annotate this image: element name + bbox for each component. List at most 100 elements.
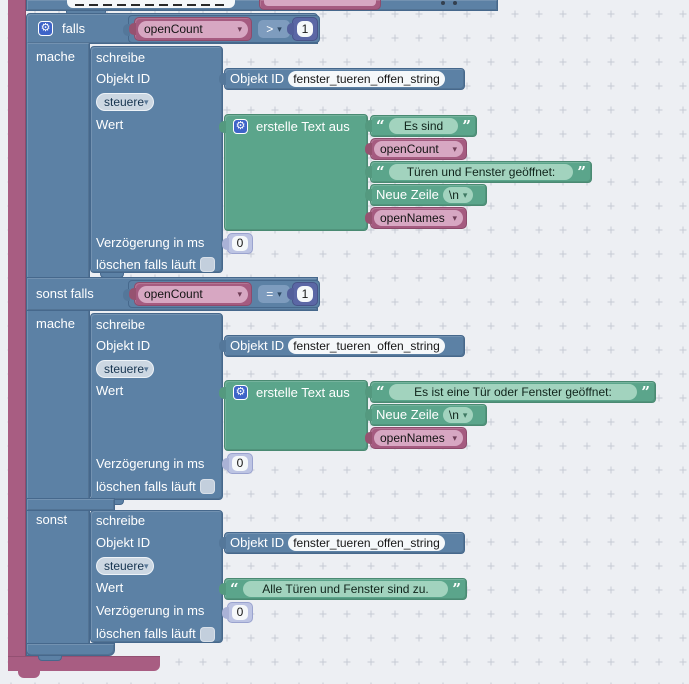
delay-label-3: Verzögerung in ms [96,603,205,618]
schreibe-title-2: schreibe [96,317,146,332]
variable-dropdown[interactable]: openCount ▾ [374,141,463,157]
close-quote-icon: ” [452,579,461,598]
schreibe-title-3: schreibe [96,513,146,528]
variable-block-opennames[interactable]: openNames ▾ [365,207,467,229]
connector-tab [219,537,226,549]
objekt-id-block-label: Objekt ID [230,338,285,353]
dropdown-arrow-icon: ▾ [452,212,457,223]
if-block-spine[interactable] [26,43,90,656]
connector-tab [365,166,372,178]
erstelle-text-block-1[interactable] [219,114,368,231]
variable-dropdown[interactable]: openNames ▾ [374,210,463,226]
close-quote-icon: ” [577,162,586,181]
dropdown-arrow-icon: ▾ [277,23,282,34]
objekt-id-block-label: Objekt ID [230,71,285,86]
newline-block[interactable]: Neue Zeile \n ▾ [365,184,487,206]
operator-dropdown-1[interactable]: > ▾ [258,20,290,38]
if-falls-label: falls [62,21,86,36]
newline-dropdown[interactable]: \n ▾ [442,187,474,203]
connector-tab [219,340,226,352]
wert-label-3: Wert [96,580,124,595]
if-block-sonst-bar[interactable] [26,498,115,511]
number-field[interactable]: 1 [297,286,313,302]
delay-field[interactable]: 0 [232,456,248,471]
cutoff-variable-block[interactable] [259,0,381,10]
wrapper-block-left-bar[interactable] [8,0,26,671]
text-field[interactable]: Es ist eine Tür oder Fenster geöffnet: [388,384,638,400]
connector-tab [219,121,226,133]
variable-block-opencount[interactable]: openCount ▾ [129,17,252,41]
connector-tab [219,583,226,595]
newline-label: Neue Zeile [376,187,439,202]
schreibe-block-3[interactable] [90,510,223,643]
delay-shadow-block-3[interactable]: 0 [222,602,253,623]
delay-shadow-block-1[interactable]: 0 [222,233,253,254]
clear-running-checkbox-2[interactable] [200,479,215,494]
variable-name: openNames [380,211,445,225]
delay-field[interactable]: 0 [232,605,248,620]
schreibe-block-2[interactable] [90,313,223,500]
cutoff-text-field[interactable] [67,0,235,8]
objekt-id-block-3[interactable]: Objekt ID fenster_tueren_offen_string [219,532,465,554]
gear-icon[interactable]: ⚙ [233,385,248,400]
text-field[interactable]: Es sind [388,118,459,134]
dropdown-arrow-icon: ▾ [452,432,457,443]
dropdown-arrow-icon: ▾ [237,23,242,34]
schreibe-title-1: schreibe [96,50,146,65]
text-field[interactable]: Türen und Fenster geöffnet: [388,164,574,180]
cutoff-top-block[interactable] [26,0,498,11]
variable-block-opennames[interactable]: openNames ▾ [365,427,467,449]
variable-block-opencount[interactable]: openCount ▾ [365,138,467,160]
variable-block-opencount[interactable]: openCount ▾ [129,282,252,306]
wrapper-block-bottom-bar[interactable] [8,656,160,671]
newline-value: \n [448,187,459,202]
variable-dropdown[interactable]: openCount ▾ [138,20,248,38]
objekt-id-field[interactable]: fenster_tueren_offen_string [288,535,445,551]
schreibe-block-1[interactable] [90,46,223,273]
text-field[interactable]: Alle Türen und Fenster sind zu. [242,581,449,597]
clear-running-checkbox-1[interactable] [200,257,215,272]
if-block-bottom-bar[interactable] [26,643,115,656]
connector-tab [365,432,372,444]
close-quote-icon: ” [641,382,650,401]
connector-tab [365,143,372,155]
erstelle-label-1: erstelle Text aus [256,119,350,134]
dropdown-arrow-icon: ▾ [144,560,149,571]
steuere-dropdown-1[interactable]: steuere ▾ [96,93,154,111]
newline-dropdown[interactable]: \n ▾ [442,407,474,423]
operator-dropdown-2[interactable]: = ▾ [258,285,290,303]
gear-icon[interactable]: ⚙ [233,119,248,134]
gear-icon[interactable]: ⚙ [38,21,53,36]
dropdown-arrow-icon: ▾ [452,143,457,154]
cutoff-variable-pill [264,0,376,6]
number-block-2[interactable]: 1 [287,282,318,306]
delay-shadow-block-2[interactable]: 0 [222,453,253,474]
objekt-id-label-1: Objekt ID [96,71,151,86]
dropdown-arrow-icon: ▾ [462,409,468,420]
objekt-id-field[interactable]: fenster_tueren_offen_string [288,338,445,354]
variable-name: openCount [144,287,203,301]
text-quote-block[interactable]: “ Alle Türen und Fenster sind zu. ” [219,578,467,600]
dropdown-arrow-icon: ▾ [144,363,149,374]
text-quote-block[interactable]: “ Es ist eine Tür oder Fenster geöffnet:… [365,381,656,403]
connector-tab [123,24,130,36]
sonst-label: sonst [36,512,68,527]
objekt-id-field[interactable]: fenster_tueren_offen_string [288,71,445,87]
variable-name: openNames [380,431,445,445]
text-quote-block[interactable]: “ Es sind ” [365,115,477,137]
steuere-dropdown-3[interactable]: steuere ▾ [96,557,154,575]
variable-dropdown[interactable]: openCount ▾ [138,285,248,303]
number-block-1[interactable]: 1 [287,17,318,41]
objekt-id-block-1[interactable]: Objekt ID fenster_tueren_offen_string [219,68,465,90]
objekt-id-block-2[interactable]: Objekt ID fenster_tueren_offen_string [219,335,465,357]
clear-running-checkbox-3[interactable] [200,627,215,642]
open-quote-icon: “ [376,162,385,181]
erstelle-text-block-2[interactable] [219,380,368,451]
number-field[interactable]: 1 [297,21,313,37]
if-mache-label-1: mache [36,49,76,64]
newline-block[interactable]: Neue Zeile \n ▾ [365,404,487,426]
steuere-dropdown-2[interactable]: steuere ▾ [96,360,154,378]
delay-field[interactable]: 0 [232,236,248,251]
variable-dropdown[interactable]: openNames ▾ [374,430,463,446]
text-quote-block[interactable]: “ Türen und Fenster geöffnet: ” [365,161,592,183]
